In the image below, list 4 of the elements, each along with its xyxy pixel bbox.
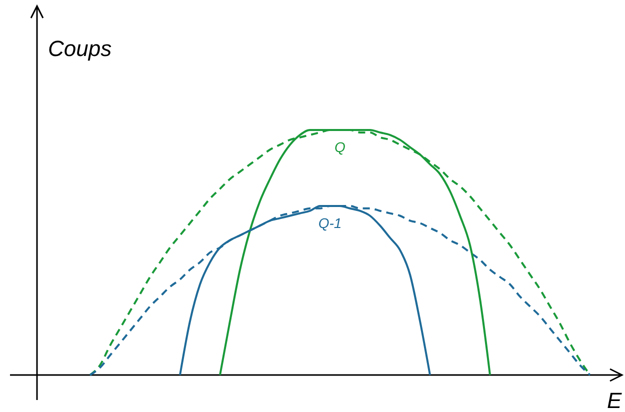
x-axis-title: E: [607, 388, 622, 412]
series-label: Q-1: [318, 214, 342, 231]
y-axis-title: Coups: [48, 36, 112, 61]
series-label: Q: [334, 139, 346, 155]
